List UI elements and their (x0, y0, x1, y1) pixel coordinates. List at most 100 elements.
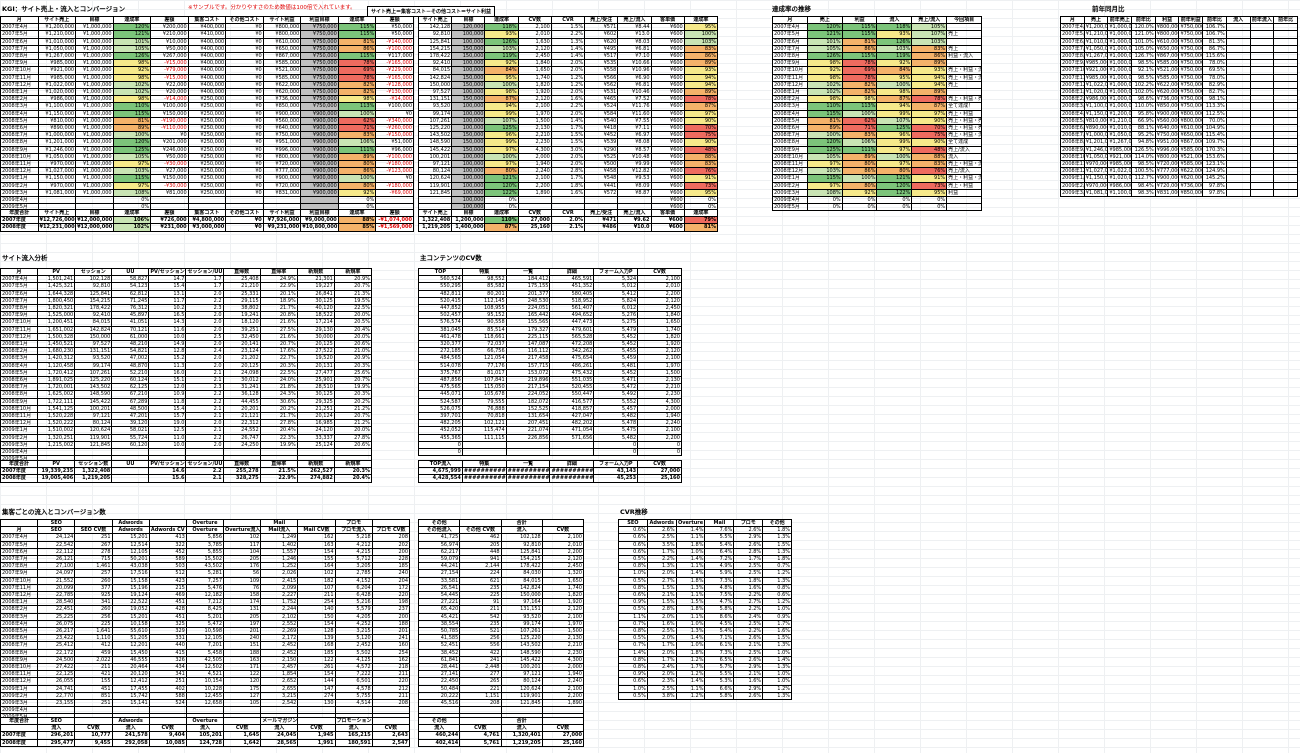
table-cell: -¥165,000 (375, 73, 414, 82)
table-cell: ¥750,000 (1178, 102, 1204, 111)
table-cell: 85,514 (461, 325, 507, 334)
table-cell: 7,222 (334, 670, 373, 679)
table-cell: 1,740 (541, 583, 585, 593)
table-cell: 124,728 (185, 738, 225, 747)
table-cell: 5,481 (593, 361, 639, 370)
column-header: 直帰数 (222, 267, 261, 277)
table-cell: 33,581 (417, 576, 461, 585)
table-cell: ¥726,000 (150, 216, 189, 225)
table-row: 2007年度 19,339,235 1,322,408 14.6 2.2 255,278 2… (0, 467, 373, 476)
table-cell: ¥600 (650, 196, 685, 205)
table-cell: 98% (484, 88, 519, 97)
table-cell: 66.9% (1131, 116, 1156, 126)
table-cell: ¥50,000 (150, 152, 189, 162)
column-header: セッション数 (74, 459, 113, 469)
table-cell: 1,642 (223, 738, 262, 747)
table-row: 2008年5月 1,720,412 107,261 52,210 16.0 2.1 24,0… (0, 368, 373, 378)
table-cell: 451 (148, 612, 187, 621)
table-cell: 4,675,999 (418, 467, 463, 476)
table-cell (1273, 109, 1298, 118)
table-cell (37, 196, 77, 205)
table-cell: 2,269 (260, 627, 299, 636)
column-header: 前年比 (1273, 15, 1298, 25)
table-cell: 142,824 (74, 325, 113, 334)
table-row: 375,767 81,017 153,072 475,432 5,452 1,500 (418, 368, 682, 378)
table-cell: 20.3% (333, 467, 373, 476)
table-cell: 5,458 (185, 648, 225, 657)
table-cell: ¥10.96 (617, 66, 652, 75)
table-cell: 550,295 (418, 282, 463, 291)
table-cell: 121,845 (417, 188, 453, 198)
table-cell: 29,115 (222, 296, 261, 306)
table-cell: ¥600 (650, 30, 685, 39)
column-header: 直帰率 (259, 459, 298, 469)
table-cell (187, 196, 227, 205)
table-cell: 423 (148, 576, 187, 585)
table-cell: 95% (876, 73, 913, 82)
table-cell: 77,176 (461, 361, 507, 370)
table-cell: 30.6% (259, 397, 298, 406)
table-cell: 482,202 (549, 419, 595, 428)
table-row: 2008年10月¥1,050,000¥921,000114.0%¥800,000… (1060, 152, 1298, 162)
table-cell: 143,502 (500, 641, 543, 650)
table-cell: 98% (806, 73, 843, 82)
table-cell: 98,552 (461, 275, 507, 284)
table-cell: 54,445 (417, 591, 461, 600)
table-cell: ¥750,000 (300, 44, 339, 54)
table-cell: 5,452 (593, 340, 639, 349)
table-row: 2008年2月 22,451 260 19,052 428 8,425 131 2,244 14… (0, 605, 411, 614)
table-cell (549, 440, 595, 450)
table-cell: 1,651,002 (37, 325, 76, 334)
table-cell: 95.2% (1131, 131, 1156, 140)
table-cell: 2008年1月 (1060, 88, 1085, 97)
table-cell: 329 (148, 627, 187, 636)
table-cell: 21.2% (333, 419, 373, 428)
table-cell: ¥0 (225, 160, 264, 169)
table-cell: 2007年12月 (0, 591, 39, 600)
table-cell: 2,120 (517, 95, 552, 104)
table-cell: 1,650 (517, 66, 552, 75)
table-row: 50,785 521 107,261 1,500 (417, 627, 585, 636)
table-cell: 2.5% (733, 562, 764, 571)
table-cell: 115% (337, 23, 377, 32)
table-cell: 22,770 (37, 691, 76, 701)
table-row: 2008年5月 ¥810,000 ¥1,000,000 81% -¥190,000 ¥25… (0, 116, 414, 126)
table-cell: ¥1,246,000 (37, 145, 77, 154)
column-header: 目標 (75, 208, 114, 218)
table-cell: 150,000 (74, 332, 113, 342)
table-cell: 102% (112, 80, 152, 90)
sample-note: ※サンプルです。分かりやすさのため数値は100倍で入れています。 (188, 5, 356, 11)
table-cell (1225, 109, 1251, 118)
table-cell: 1.5% (762, 634, 792, 643)
table-row: 2009年1月 1,510,002 120,624 58,021 12.5 2.1 24,5… (0, 426, 373, 435)
column-header: PV (37, 267, 76, 277)
table-cell: ¥585,000 (1154, 73, 1180, 82)
column-header: CVR (550, 208, 586, 218)
table-cell: 2008年9月 (0, 397, 39, 406)
table-cell: 2008年8月 (0, 390, 39, 399)
column-header: 目標 (451, 15, 486, 25)
table-cell: 241 (459, 655, 502, 665)
table-cell: 94% (876, 102, 913, 111)
table-cell: 2008年6月 (0, 376, 39, 385)
table-cell: ¥12,000,000 (75, 216, 114, 225)
table-cell: 0.6% (618, 533, 648, 542)
table-cell: 100% (484, 152, 519, 162)
table-cell: 126.7% (1131, 52, 1156, 61)
table-cell: 3.8% (646, 691, 677, 701)
table-cell: 100,000 (451, 124, 486, 133)
header-row: その他流入 その他 CV数 流入 CV数 (417, 526, 585, 535)
table-cell: 73% (911, 181, 948, 190)
achievement-title: 達成率の推移 (772, 5, 811, 13)
table-cell: 5.9% (704, 569, 735, 578)
table-cell: 2,010 (541, 540, 585, 549)
table-cell (223, 706, 262, 715)
table-cell: ¥27,000 (150, 167, 189, 176)
column-header: SEO CV数 (74, 526, 113, 535)
table-cell: ¥1,050,000 (1083, 152, 1109, 162)
column-header: 売上/受注 (584, 208, 619, 218)
table-cell: 39,120 (111, 419, 150, 428)
table-cell (500, 706, 543, 715)
table-cell: 24,250 (222, 440, 261, 450)
table-cell: 295,477 (37, 738, 76, 747)
